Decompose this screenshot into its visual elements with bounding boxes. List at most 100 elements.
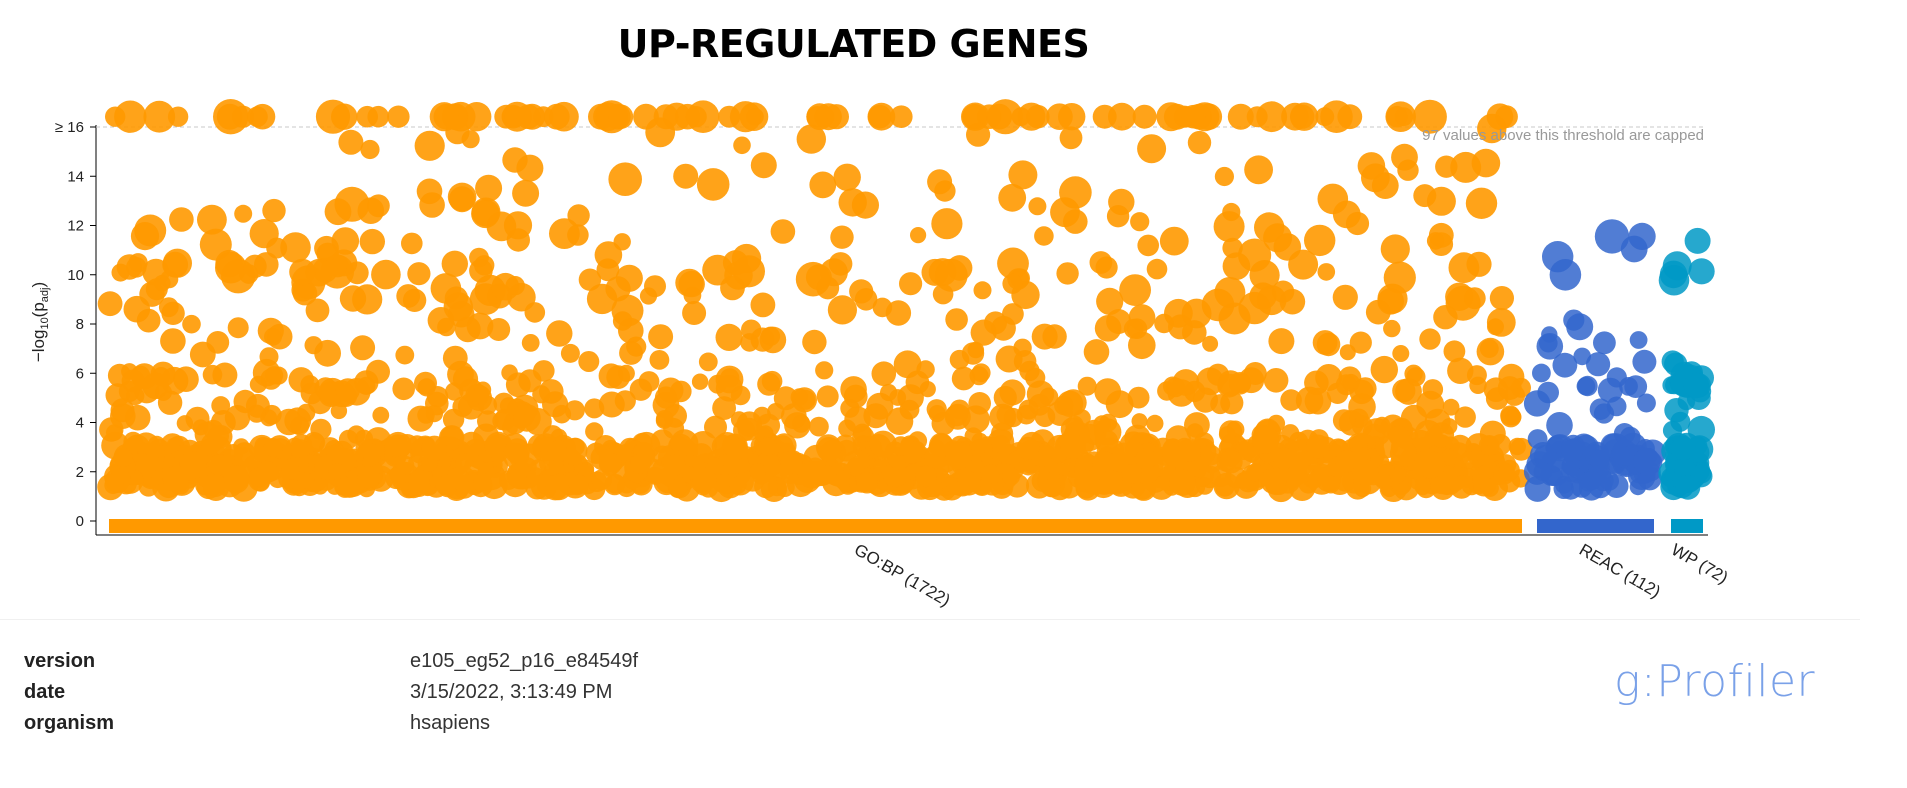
data-point[interactable] xyxy=(366,359,390,384)
data-point[interactable] xyxy=(1016,436,1040,460)
data-point[interactable] xyxy=(1406,367,1426,387)
data-point[interactable] xyxy=(1130,212,1150,232)
data-point[interactable] xyxy=(359,228,385,255)
data-point[interactable] xyxy=(1251,426,1280,454)
data-point[interactable] xyxy=(1181,298,1212,329)
data-point[interactable] xyxy=(1167,379,1196,407)
data-point[interactable] xyxy=(1589,449,1610,470)
data-point[interactable] xyxy=(215,251,247,284)
data-point[interactable] xyxy=(227,317,249,339)
data-point[interactable] xyxy=(629,378,653,401)
data-point[interactable] xyxy=(619,341,643,365)
data-point[interactable] xyxy=(429,102,459,132)
data-point[interactable] xyxy=(682,301,707,325)
data-point[interactable] xyxy=(417,378,436,397)
data-point[interactable] xyxy=(549,218,580,250)
data-point[interactable] xyxy=(655,410,674,428)
data-point[interactable] xyxy=(795,389,816,410)
data-point[interactable] xyxy=(908,441,926,459)
data-point[interactable] xyxy=(797,460,826,489)
data-point[interactable] xyxy=(1137,234,1159,257)
data-point[interactable] xyxy=(1263,223,1293,253)
data-point[interactable] xyxy=(726,438,748,460)
data-point[interactable] xyxy=(395,345,415,365)
data-point[interactable] xyxy=(477,410,499,432)
data-point[interactable] xyxy=(408,475,431,497)
data-point[interactable] xyxy=(973,281,992,300)
data-point[interactable] xyxy=(1552,352,1578,378)
data-point[interactable] xyxy=(1636,393,1656,413)
data-point[interactable] xyxy=(499,397,518,415)
data-point[interactable] xyxy=(473,473,492,491)
data-point[interactable] xyxy=(733,136,751,155)
data-point[interactable] xyxy=(951,366,976,391)
data-point[interactable] xyxy=(97,473,124,501)
data-point[interactable] xyxy=(899,399,920,420)
data-point[interactable] xyxy=(532,385,551,404)
data-point[interactable] xyxy=(840,376,867,403)
data-point[interactable] xyxy=(469,259,493,283)
data-point[interactable] xyxy=(673,163,699,189)
data-point[interactable] xyxy=(185,406,210,431)
data-point[interactable] xyxy=(833,163,861,191)
data-point[interactable] xyxy=(518,369,542,393)
data-point[interactable] xyxy=(871,361,897,387)
data-point[interactable] xyxy=(827,295,858,325)
data-point[interactable] xyxy=(1008,160,1038,190)
data-point[interactable] xyxy=(945,308,968,331)
data-point[interactable] xyxy=(116,254,142,280)
data-point[interactable] xyxy=(458,431,485,458)
data-point[interactable] xyxy=(475,174,503,202)
data-point[interactable] xyxy=(425,391,449,416)
data-point[interactable] xyxy=(1326,382,1349,404)
data-point[interactable] xyxy=(1661,350,1684,373)
data-point[interactable] xyxy=(1447,357,1474,384)
data-point[interactable] xyxy=(158,297,179,318)
data-point[interactable] xyxy=(1222,202,1241,222)
data-point[interactable] xyxy=(516,104,541,129)
data-point[interactable] xyxy=(1106,205,1130,228)
data-point[interactable] xyxy=(1060,434,1087,460)
data-point[interactable] xyxy=(1042,324,1067,349)
data-point[interactable] xyxy=(1419,328,1441,350)
data-point[interactable] xyxy=(160,328,186,354)
data-point[interactable] xyxy=(114,100,147,133)
data-point[interactable] xyxy=(644,275,666,298)
data-point[interactable] xyxy=(1441,418,1458,435)
data-point[interactable] xyxy=(447,360,474,388)
data-point[interactable] xyxy=(449,186,475,213)
data-point[interactable] xyxy=(1477,113,1507,144)
data-point[interactable] xyxy=(338,429,359,449)
data-point[interactable] xyxy=(281,458,303,480)
data-point[interactable] xyxy=(1089,251,1113,274)
data-point[interactable] xyxy=(1238,367,1265,394)
data-point[interactable] xyxy=(819,465,837,483)
data-point[interactable] xyxy=(243,254,267,278)
data-point[interactable] xyxy=(1465,187,1498,219)
data-point[interactable] xyxy=(1675,475,1701,500)
data-point[interactable] xyxy=(106,424,123,441)
data-point[interactable] xyxy=(733,419,756,442)
data-point[interactable] xyxy=(1281,424,1300,442)
data-point[interactable] xyxy=(259,347,279,367)
data-point[interactable] xyxy=(357,465,380,489)
data-point[interactable] xyxy=(816,385,839,408)
data-point[interactable] xyxy=(367,194,390,218)
data-point[interactable] xyxy=(1214,166,1234,187)
data-point[interactable] xyxy=(1389,467,1406,484)
data-point[interactable] xyxy=(1181,104,1206,129)
data-point[interactable] xyxy=(566,437,585,456)
data-point[interactable] xyxy=(1159,226,1189,256)
data-point[interactable] xyxy=(1426,232,1445,250)
data-point[interactable] xyxy=(1443,340,1466,363)
data-point[interactable] xyxy=(1312,330,1338,355)
data-point[interactable] xyxy=(816,437,842,462)
data-point[interactable] xyxy=(1335,450,1358,473)
data-point[interactable] xyxy=(1373,464,1397,488)
data-point[interactable] xyxy=(1664,398,1689,423)
data-point[interactable] xyxy=(1433,305,1458,330)
data-point[interactable] xyxy=(162,248,192,278)
data-point[interactable] xyxy=(1533,444,1557,469)
data-point[interactable] xyxy=(1186,423,1204,441)
data-point[interactable] xyxy=(132,432,160,460)
